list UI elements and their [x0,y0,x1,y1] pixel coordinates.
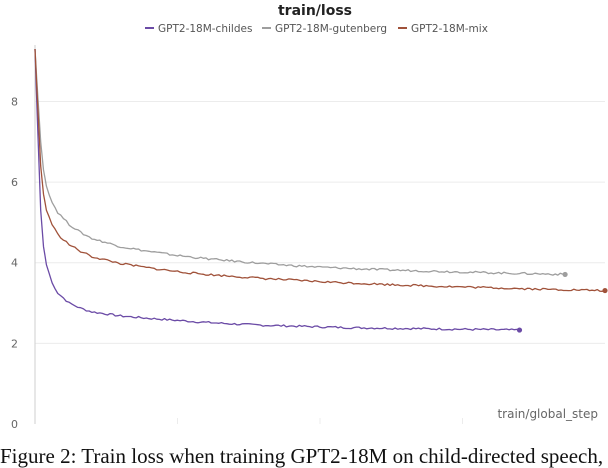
y-tick-label: 8 [11,95,18,108]
chart-title: train/loss [278,3,352,19]
y-tick-labels: 0 2 4 6 8 [11,95,18,431]
legend-label: GPT2-18M-mix [411,23,488,35]
series-line [34,48,520,331]
grid-lines [35,100,605,424]
series-line [34,48,566,276]
series-end-marker [562,271,568,278]
x-axis-label: train/global_step [497,407,598,421]
chart-legend: GPT2-18M-childes GPT2-18M-gutenberg GPT2-1… [145,23,488,35]
legend-label: GPT2-18M-gutenberg [275,23,387,35]
train-loss-chart: train/loss GPT2-18M-childes GPT2-18M-gute… [11,3,608,431]
y-tick-label: 2 [11,337,18,350]
series-end-marker [602,287,608,294]
series-lines [34,48,608,333]
figure-caption: Figure 2: Train loss when training GPT2-… [0,444,608,468]
series-line [34,48,606,292]
y-tick-label: 4 [11,257,18,270]
legend-label: GPT2-18M-childes [158,23,252,35]
y-tick-label: 6 [11,176,18,189]
y-tick-label: 0 [11,418,18,431]
series-end-marker [516,327,523,333]
